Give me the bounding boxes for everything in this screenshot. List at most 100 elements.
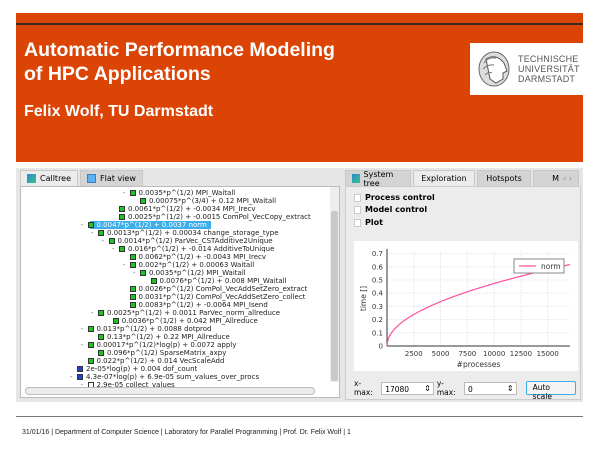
metric-square-icon xyxy=(129,302,136,308)
metric-square-icon xyxy=(140,198,146,204)
tab-calltree[interactable]: Calltree xyxy=(20,170,79,186)
tree-row[interactable]: 2e-05*log(p) + 0.004 dof_count xyxy=(77,365,197,373)
title-line-2: of HPC Applications xyxy=(24,63,211,85)
expand-toggle[interactable]: - xyxy=(91,229,94,237)
tree-row[interactable]: 0.0026*p^(1/2) ComPol_VecAddSetZero_extr… xyxy=(129,285,307,293)
expand-toggle[interactable]: - xyxy=(101,237,105,245)
tree-row[interactable]: - 0.0035*p^(1/2) MPI_Waitall xyxy=(133,269,246,277)
calltree-view[interactable]: - 0.0035*p^(1/2) MPI_Waitall 0.00075*p^(3/… xyxy=(20,186,340,398)
legend-box xyxy=(513,258,565,274)
logo-text-2: UNIVERSITÄT xyxy=(518,64,580,74)
tree-row[interactable]: - 0.0035*p^(1/2) MPI_Waitall xyxy=(123,189,236,197)
tab-scroll-arrows-icon[interactable]: ‹ › xyxy=(563,174,572,183)
checkbox[interactable] xyxy=(354,193,361,202)
horizontal-scrollbar[interactable] xyxy=(25,387,315,395)
tree-row[interactable]: - 0.0014*p^(1/2) ParVec_CSTAdditive2Uniqu… xyxy=(102,237,273,245)
logo-text-1: TECHNISCHE xyxy=(518,54,579,64)
banner-rule xyxy=(16,23,583,25)
tree-row[interactable]: 0.0083*p^(1/2) + -0.0064 MPI_Isend xyxy=(129,301,268,309)
tab-flat-view[interactable]: Flat view xyxy=(80,170,143,186)
tree-row[interactable]: - 0.002*p^(1/2) + 0.00063 Waitall xyxy=(123,261,255,269)
tree-row[interactable]: 0.0025*p^(1/2) + -0.0015 ComPol_VecCopy_… xyxy=(119,213,311,221)
tab-more[interactable]: M ‹ › xyxy=(533,170,579,186)
checkbox-label: Plot xyxy=(365,218,383,227)
tree-row[interactable]: - 0.0047*p^(1/2) + 0.0037 norm xyxy=(81,221,211,229)
tab-hotspots[interactable]: Hotspots xyxy=(477,170,531,186)
x-axis-label: #processes xyxy=(457,360,501,369)
exploration-pane: Process control Model control Plot 0 0.1 0… xyxy=(345,186,581,401)
tree-row[interactable]: 0.00075*p^(3/4) + 0.12 MPI_Waitall xyxy=(140,197,277,205)
expand-toggle[interactable]: - xyxy=(122,189,126,197)
auto-scale-button[interactable]: Auto scale xyxy=(525,381,577,401)
expand-toggle[interactable]: - xyxy=(80,325,84,333)
tab-system-tree[interactable]: System tree xyxy=(345,169,411,188)
tab-label: Flat view xyxy=(100,174,136,183)
flat-view-icon xyxy=(87,174,97,183)
tree-row[interactable]: 0.022*p^(1/2) + 0.014 VecScaleAdd xyxy=(87,357,224,365)
tree-row[interactable]: - 0.00017*p^(1/2)*log(p) + 0.0072 apply xyxy=(81,341,237,349)
plot-controls: x-max: 17080 y-max: 0 Auto scale xyxy=(354,379,577,401)
expand-toggle[interactable]: - xyxy=(112,245,115,253)
expand-toggle[interactable]: - xyxy=(80,341,84,349)
tree-row-label: 0.0047*p^(1/2) + 0.0037 norm xyxy=(96,221,207,229)
y-tick-label: 0 xyxy=(379,343,383,351)
x-max-spinbox[interactable]: 17080 xyxy=(381,381,434,395)
tree-row[interactable]: 0.096*p^(1/2) SparseMatrix_axpy xyxy=(98,349,226,357)
tree-row[interactable]: - 0.013*p^(1/2) + 0.0088 dotprod xyxy=(81,325,212,333)
tree-row[interactable]: 0.0062*p^(1/2) + -0.0043 MPI_Irecv xyxy=(129,253,266,261)
title-banner: Automatic Performance Modeling of HPC App… xyxy=(16,13,583,162)
process-control-toggle[interactable]: Process control xyxy=(354,193,435,202)
y-max-spinbox[interactable]: 0 xyxy=(463,381,517,395)
expand-toggle[interactable]: - xyxy=(122,261,126,269)
tree-row[interactable]: 0.13*p^(1/2) + 0.22 MPI_Allreduce xyxy=(98,333,230,341)
tree-row[interactable]: 0.0076*p^(1/2) + 0.008 MPI_Waitall xyxy=(150,277,287,285)
plot-toggle[interactable]: Plot xyxy=(354,218,383,227)
tree-row[interactable]: - 0.0025*p^(1/2) + 0.0011 ParVec_norm_all… xyxy=(91,309,280,317)
model-control-toggle[interactable]: Model control xyxy=(354,205,427,214)
tree-row[interactable]: - 0.0013*p^(1/2) + 0.00034 change_storage… xyxy=(91,229,279,237)
y-tick-label: 0.7 xyxy=(372,250,383,258)
tree-row-label: 0.002*p^(1/2) + 0.00063 Waitall xyxy=(138,261,255,269)
metric-square-icon xyxy=(129,286,136,292)
tree-row-label: 0.0035*p^(1/2) MPI_Waitall xyxy=(149,269,246,277)
expand-toggle[interactable]: - xyxy=(70,373,73,381)
scroll-thumb[interactable] xyxy=(331,211,338,381)
metric-square-icon xyxy=(98,334,104,340)
expand-toggle[interactable]: - xyxy=(133,269,136,277)
tree-row[interactable]: 0.0036*p^(1/2) + 0.042 MPI_Allreduce xyxy=(112,317,258,325)
tree-row[interactable]: - 4.3e-07*log(p) + 6.9e-05 sum_values_ove… xyxy=(70,373,260,381)
metric-square-icon xyxy=(87,326,94,332)
metric-square-icon xyxy=(119,246,125,252)
calltree-icon xyxy=(27,174,36,183)
tree-row-label: 0.0083*p^(1/2) + -0.0064 MPI_Isend xyxy=(138,301,268,309)
tree-row[interactable]: - 0.016*p^(1/2) + -0.014 AdditiveToUnique xyxy=(112,245,274,253)
tree-row-label: 0.13*p^(1/2) + 0.22 MPI_Allreduce xyxy=(107,333,230,341)
athena-head-icon xyxy=(478,51,510,87)
tree-row[interactable]: 0.0031*p^(1/2) ComPol_VecAddSetZero_coll… xyxy=(129,293,305,301)
y-tick-label: 0.5 xyxy=(372,277,383,285)
tree-row-label: 0.00075*p^(3/4) + 0.12 MPI_Waitall xyxy=(149,197,277,205)
expand-toggle[interactable]: - xyxy=(80,221,84,229)
tree-row-label: 0.0061*p^(1/2) + -0.0034 MPI_Irecv xyxy=(128,205,256,213)
checkbox[interactable] xyxy=(354,218,361,227)
metric-square-icon xyxy=(129,254,136,260)
tree-row-label: 4.3e-07*log(p) + 6.9e-05 sum_values_over… xyxy=(86,373,260,381)
footer-rule xyxy=(16,416,583,417)
tab-exploration[interactable]: Exploration xyxy=(413,170,475,186)
expand-toggle[interactable]: - xyxy=(91,309,94,317)
checkbox-label: Model control xyxy=(365,205,428,214)
expand-toggle[interactable]: - xyxy=(80,381,84,389)
vertical-scrollbar[interactable] xyxy=(330,187,339,382)
slide-title: Automatic Performance Modeling of HPC App… xyxy=(24,38,335,86)
metric-square-icon xyxy=(150,278,157,284)
logo-text-3: DARMSTADT xyxy=(518,74,576,84)
checkbox[interactable] xyxy=(354,205,361,214)
checkbox-label: Process control xyxy=(365,193,435,202)
tree-row[interactable]: 0.0061*p^(1/2) + -0.0034 MPI_Irecv xyxy=(119,205,256,213)
metric-square-icon xyxy=(129,262,136,268)
tab-label: System tree xyxy=(363,169,394,188)
x-tick-label: 10000 xyxy=(483,350,505,358)
metric-square-icon xyxy=(112,318,119,324)
x-tick-label: 12500 xyxy=(510,350,532,358)
metric-square-icon xyxy=(87,358,94,364)
